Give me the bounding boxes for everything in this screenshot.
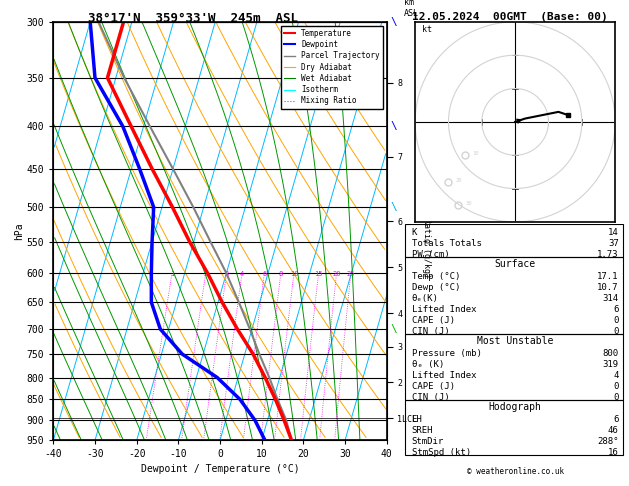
Text: 38°17'N  359°33'W  245m  ASL: 38°17'N 359°33'W 245m ASL — [89, 12, 299, 25]
Text: 1: 1 — [170, 271, 174, 277]
Text: 6: 6 — [262, 271, 267, 277]
Text: \: \ — [390, 121, 397, 131]
Text: 0: 0 — [613, 316, 619, 325]
Text: θₑ(K): θₑ(K) — [411, 294, 438, 303]
Text: 25: 25 — [347, 271, 355, 277]
Text: 288°: 288° — [597, 436, 619, 446]
Text: Totals Totals: Totals Totals — [411, 239, 481, 248]
Text: CAPE (J): CAPE (J) — [411, 382, 455, 391]
Text: \: \ — [390, 17, 397, 27]
Text: 10.7: 10.7 — [597, 283, 619, 292]
Text: 37: 37 — [608, 239, 619, 248]
Text: Temp (°C): Temp (°C) — [411, 272, 460, 281]
Text: 46: 46 — [608, 426, 619, 434]
Text: SREH: SREH — [411, 426, 433, 434]
Text: 17.1: 17.1 — [597, 272, 619, 281]
Bar — [405, 334, 623, 400]
Y-axis label: hPa: hPa — [14, 222, 24, 240]
Text: CIN (J): CIN (J) — [411, 393, 449, 402]
Text: 2: 2 — [204, 271, 208, 277]
Text: 12.05.2024  00GMT  (Base: 00): 12.05.2024 00GMT (Base: 00) — [411, 12, 608, 22]
Text: StmDir: StmDir — [411, 436, 444, 446]
Text: 30: 30 — [465, 201, 472, 206]
Text: CAPE (J): CAPE (J) — [411, 316, 455, 325]
Text: 20: 20 — [332, 271, 341, 277]
Text: \: \ — [390, 202, 397, 212]
Text: 319: 319 — [603, 360, 619, 369]
Text: CIN (J): CIN (J) — [411, 327, 449, 336]
Text: 6: 6 — [613, 415, 619, 424]
Text: Hodograph: Hodograph — [489, 401, 542, 412]
Text: Lifted Index: Lifted Index — [411, 305, 476, 314]
Text: 14: 14 — [608, 228, 619, 237]
Text: 4: 4 — [613, 371, 619, 380]
Text: 8: 8 — [279, 271, 283, 277]
Text: 15: 15 — [314, 271, 323, 277]
Text: 1.73: 1.73 — [597, 250, 619, 259]
Text: Most Unstable: Most Unstable — [477, 336, 554, 346]
Text: 0: 0 — [613, 327, 619, 336]
Text: 0: 0 — [613, 382, 619, 391]
Text: PW (cm): PW (cm) — [411, 250, 449, 259]
Text: θₑ (K): θₑ (K) — [411, 360, 444, 369]
Text: 6: 6 — [613, 305, 619, 314]
Text: \: \ — [390, 324, 397, 334]
X-axis label: Dewpoint / Temperature (°C): Dewpoint / Temperature (°C) — [141, 465, 299, 474]
Legend: Temperature, Dewpoint, Parcel Trajectory, Dry Adiabat, Wet Adiabat, Isotherm, Mi: Temperature, Dewpoint, Parcel Trajectory… — [281, 26, 383, 108]
Text: Lifted Index: Lifted Index — [411, 371, 476, 380]
Text: 20: 20 — [455, 178, 462, 183]
Bar — [405, 257, 623, 334]
Text: Pressure (mb): Pressure (mb) — [411, 349, 481, 358]
Text: 10: 10 — [472, 151, 478, 156]
Text: StmSpd (kt): StmSpd (kt) — [411, 448, 470, 457]
Text: 0: 0 — [613, 393, 619, 402]
Text: EH: EH — [411, 415, 422, 424]
Y-axis label: Mixing Ratio (g/kg): Mixing Ratio (g/kg) — [422, 183, 431, 278]
Text: kt: kt — [422, 25, 432, 34]
Bar — [405, 400, 623, 455]
Bar — [405, 225, 623, 257]
Text: © weatheronline.co.uk: © weatheronline.co.uk — [467, 467, 564, 476]
Text: K: K — [411, 228, 417, 237]
Text: km
ASL: km ASL — [404, 0, 418, 17]
Text: 314: 314 — [603, 294, 619, 303]
Text: 3: 3 — [225, 271, 229, 277]
Text: 4: 4 — [240, 271, 244, 277]
Text: Surface: Surface — [494, 259, 536, 269]
Text: Dewp (°C): Dewp (°C) — [411, 283, 460, 292]
Text: 10: 10 — [290, 271, 298, 277]
Text: 800: 800 — [603, 349, 619, 358]
Text: 16: 16 — [608, 448, 619, 457]
